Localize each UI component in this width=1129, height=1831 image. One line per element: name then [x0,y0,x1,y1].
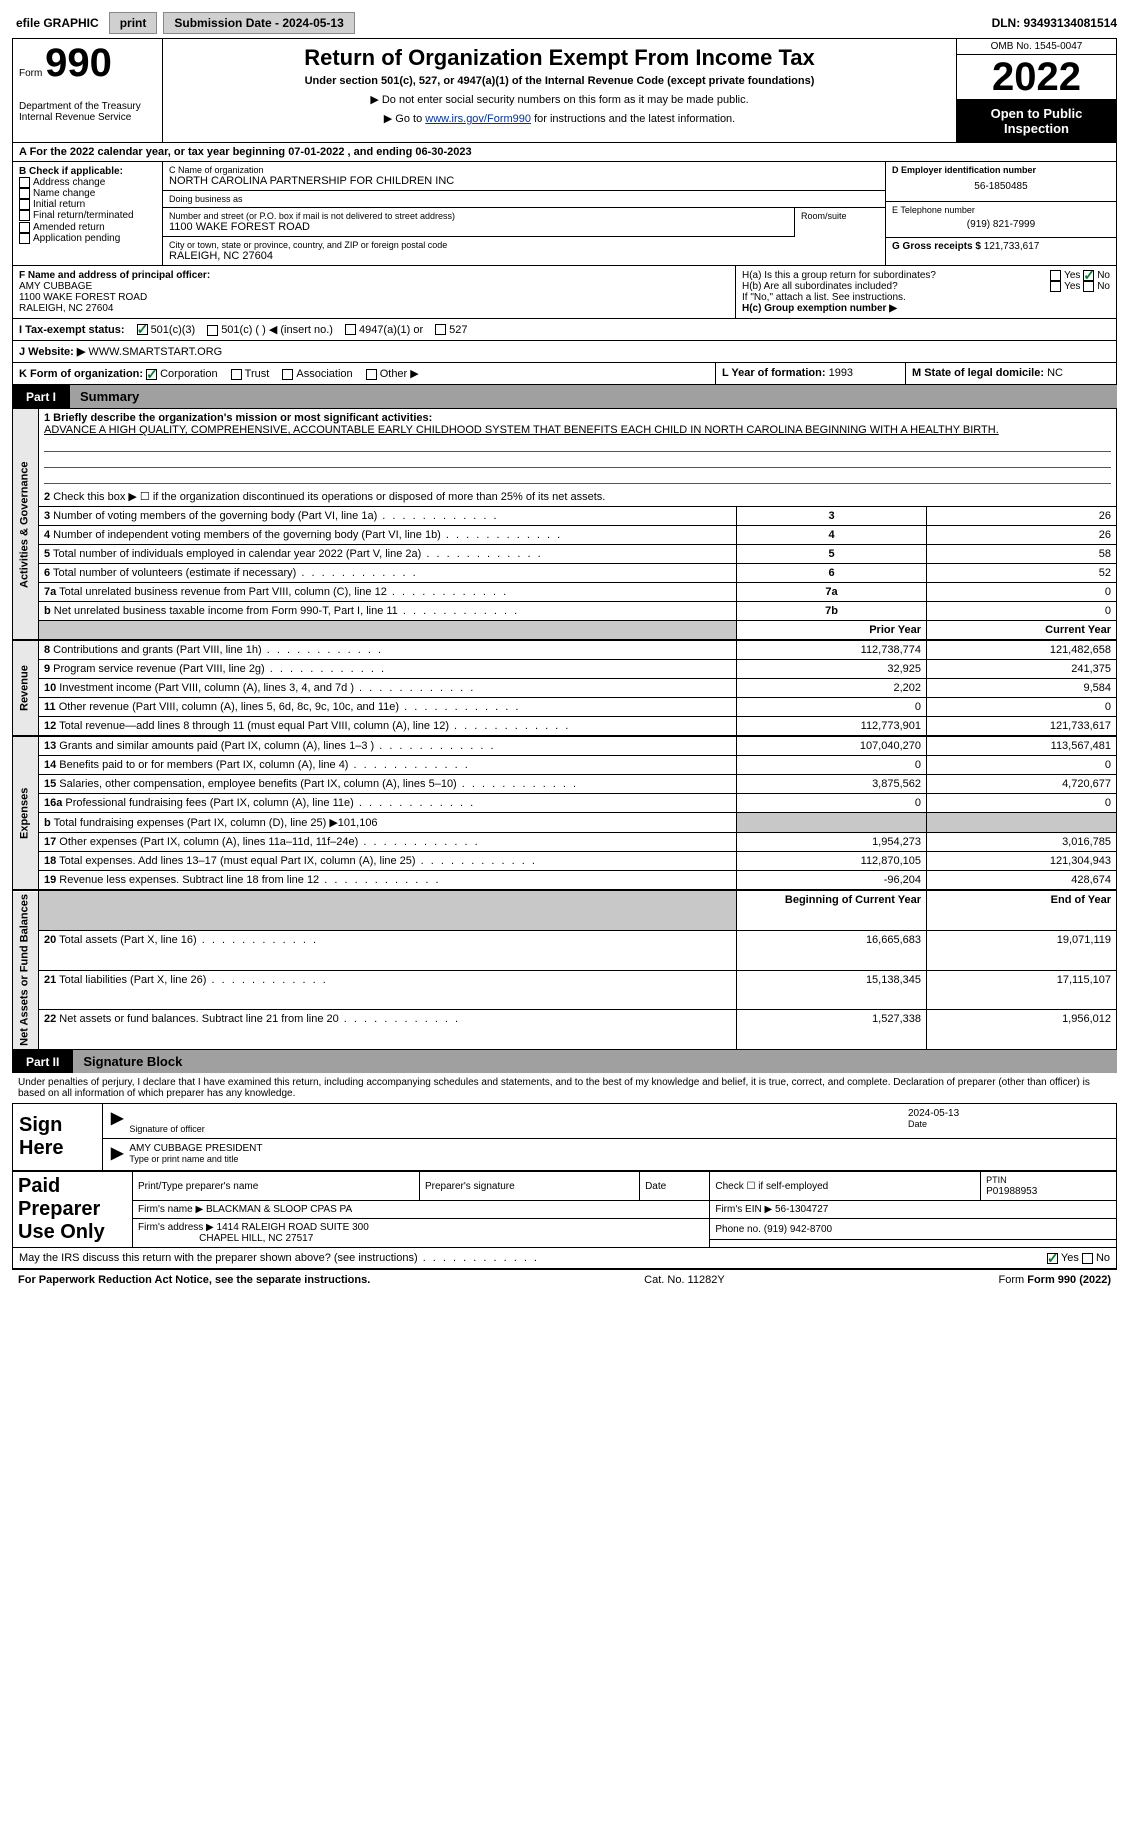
firm-name: BLACKMAN & SLOOP CPAS PA [206,1204,352,1215]
year-formation: 1993 [829,367,853,379]
topbar: efile GRAPHIC print Submission Date - 20… [12,8,1117,38]
arrow-icon: ▶ [111,1108,123,1134]
print-button[interactable]: print [109,12,158,34]
officer-name: AMY CUBBAGE [19,281,729,292]
city-state-zip: RALEIGH, NC 27604 [169,250,879,262]
telephone: (919) 821-7999 [892,215,1110,234]
netassets-table: Net Assets or Fund Balances Beginning of… [12,890,1117,1050]
row-fh: F Name and address of principal officer:… [12,266,1117,319]
chk-trust[interactable] [231,369,242,380]
chk-501c3[interactable] [137,324,148,335]
efile-label: efile GRAPHIC [12,16,103,30]
omb-number: OMB No. 1545-0047 [957,39,1116,55]
signature-declaration: Under penalties of perjury, I declare th… [12,1073,1117,1104]
part1-header: Part I Summary [12,385,1117,408]
chk-discuss-yes[interactable] [1047,1253,1058,1264]
vert-revenue: Revenue [13,641,39,736]
chk-assoc[interactable] [282,369,293,380]
row-a-tax-year: A For the 2022 calendar year, or tax yea… [12,143,1117,162]
dln-label: DLN: 93493134081514 [992,16,1117,30]
chk-ha-yes[interactable] [1050,270,1061,281]
chk-4947[interactable] [345,324,356,335]
chk-app-pending[interactable] [19,233,30,244]
preparer-table: Paid Preparer Use Only Print/Type prepar… [12,1171,1117,1248]
officer-printed: AMY CUBBAGE PRESIDENT [129,1143,1108,1154]
note-link: ▶ Go to www.irs.gov/Form990 for instruct… [169,112,950,125]
chk-final-return[interactable] [19,210,30,221]
chk-name-change[interactable] [19,188,30,199]
mission-text: ADVANCE A HIGH QUALITY, COMPREHENSIVE, A… [44,424,1111,436]
dept-label: Department of the Treasury [19,101,156,112]
sig-date: 2024-05-13 [908,1108,1108,1119]
firm-addr2: CHAPEL HILL, NC 27517 [199,1233,313,1244]
website: WWW.SMARTSTART.ORG [88,346,222,358]
inspection-badge: Open to Public Inspection [957,100,1116,142]
firm-phone: (919) 942-8700 [764,1224,832,1235]
chk-corp[interactable] [146,369,157,380]
part2-header: Part II Signature Block [12,1050,1117,1073]
section-bcd: B Check if applicable: Address change Na… [12,162,1117,266]
paid-preparer-label: Paid Preparer Use Only [13,1172,133,1248]
irs-link[interactable]: www.irs.gov/Form990 [425,113,531,125]
vert-activities-governance: Activities & Governance [13,409,39,640]
form-header: Form 990 Department of the Treasury Inte… [12,38,1117,143]
street-address: 1100 WAKE FOREST ROAD [169,221,788,233]
ein: 56-1850485 [892,175,1110,198]
arrow-icon: ▶ [111,1143,123,1164]
discuss-row: May the IRS discuss this return with the… [12,1248,1117,1269]
page-title: Return of Organization Exempt From Incom… [169,45,950,71]
revenue-table: Revenue 8 Contributions and grants (Part… [12,640,1117,736]
irs-label: Internal Revenue Service [19,112,156,123]
form-number: 990 [45,41,112,85]
submission-date-button[interactable]: Submission Date - 2024-05-13 [163,12,354,34]
note-ssn: ▶ Do not enter social security numbers o… [169,93,950,106]
chk-527[interactable] [435,324,446,335]
firm-addr1: 1414 RALEIGH ROAD SUITE 300 [217,1222,369,1233]
chk-amended[interactable] [19,222,30,233]
page-footer: For Paperwork Reduction Act Notice, see … [12,1269,1117,1290]
gross-receipts: 121,733,617 [984,241,1040,252]
sign-here-label: Sign Here [13,1104,103,1170]
summary-table: Activities & Governance 1 Briefly descri… [12,408,1117,640]
vert-expenses: Expenses [13,737,39,890]
chk-address-change[interactable] [19,177,30,188]
expenses-table: Expenses 13 Grants and similar amounts p… [12,736,1117,890]
tax-year: 2022 [957,55,1116,100]
col-b-checkboxes: B Check if applicable: Address change Na… [13,162,163,265]
ptin: P01988953 [986,1186,1037,1197]
chk-501c[interactable] [207,325,218,336]
org-name: NORTH CAROLINA PARTNERSHIP FOR CHILDREN … [169,175,879,187]
chk-hb-yes[interactable] [1050,281,1061,292]
row-i-tax-status: I Tax-exempt status: 501(c)(3) 501(c) ( … [12,319,1117,341]
subtitle: Under section 501(c), 527, or 4947(a)(1)… [169,75,950,87]
form-prefix: Form [19,68,42,79]
chk-initial-return[interactable] [19,199,30,210]
firm-ein: 56-1304727 [775,1204,828,1215]
vert-netassets: Net Assets or Fund Balances [13,891,39,1050]
chk-other[interactable] [366,369,377,380]
chk-ha-no[interactable] [1083,270,1094,281]
domicile-state: NC [1047,367,1063,379]
chk-discuss-no[interactable] [1082,1253,1093,1264]
